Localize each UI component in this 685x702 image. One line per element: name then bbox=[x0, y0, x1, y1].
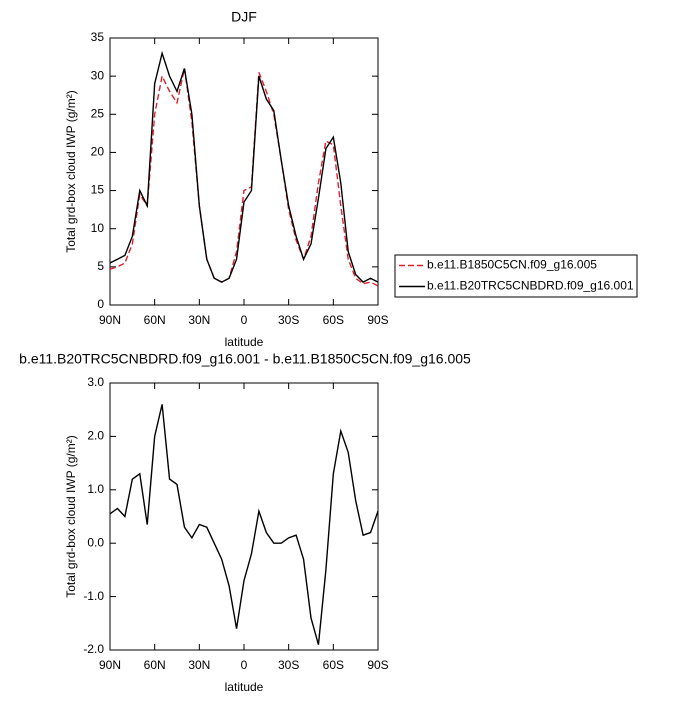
y-tick-label: 5 bbox=[97, 259, 104, 273]
x-tick-label: 60S bbox=[323, 313, 344, 327]
y-tick-label: 20 bbox=[91, 145, 105, 159]
x-tick-label: 30S bbox=[278, 313, 299, 327]
x-tick-label: 0 bbox=[241, 658, 248, 672]
legend-label: b.e11.B20TRC5CNBDRD.f09_g16.001 bbox=[427, 279, 634, 293]
data-line bbox=[109, 50, 379, 283]
chart-title: DJF bbox=[231, 9, 257, 25]
x-axis-label: latitude bbox=[225, 335, 264, 349]
plot-frame bbox=[109, 382, 379, 651]
y-tick-label: -1.0 bbox=[83, 589, 104, 603]
x-tick-label: 60N bbox=[144, 313, 166, 327]
y-tick-label: 10 bbox=[91, 221, 105, 235]
plot-frame bbox=[109, 37, 379, 306]
y-tick-label: 2.0 bbox=[87, 429, 104, 443]
y-tick-label: 15 bbox=[91, 183, 105, 197]
legend-label: b.e11.B1850C5CN.f09_g16.005 bbox=[427, 258, 597, 272]
x-tick-label: 0 bbox=[241, 313, 248, 327]
x-tick-label: 60S bbox=[323, 658, 344, 672]
y-tick-label: 0 bbox=[97, 297, 104, 311]
y-tick-label: -2.0 bbox=[83, 642, 104, 656]
data-line bbox=[109, 68, 379, 287]
x-tick-label: 30S bbox=[278, 658, 299, 672]
chart-title: b.e11.B20TRC5CNBDRD.f09_g16.001 - b.e11.… bbox=[19, 351, 471, 367]
y-tick-label: 0.0 bbox=[87, 535, 104, 549]
x-axis-label: latitude bbox=[225, 680, 264, 694]
x-tick-label: 90N bbox=[99, 658, 121, 672]
legend-box bbox=[394, 254, 638, 298]
x-tick-label: 90S bbox=[367, 313, 388, 327]
x-tick-label: 60N bbox=[144, 658, 166, 672]
x-tick-label: 30N bbox=[188, 313, 210, 327]
y-axis-label: Total grd-box cloud IWP (g/m²) bbox=[64, 435, 78, 598]
y-tick-label: 3.0 bbox=[87, 375, 104, 389]
x-tick-label: 90N bbox=[99, 313, 121, 327]
x-tick-label: 90S bbox=[367, 658, 388, 672]
y-tick-label: 25 bbox=[91, 106, 105, 120]
data-line bbox=[109, 404, 379, 645]
y-tick-label: 1.0 bbox=[87, 482, 104, 496]
y-tick-label: 35 bbox=[91, 30, 105, 44]
y-tick-label: 30 bbox=[91, 68, 105, 82]
y-axis-label: Total grd-box cloud IWP (g/m²) bbox=[64, 90, 78, 253]
x-tick-label: 30N bbox=[188, 658, 210, 672]
